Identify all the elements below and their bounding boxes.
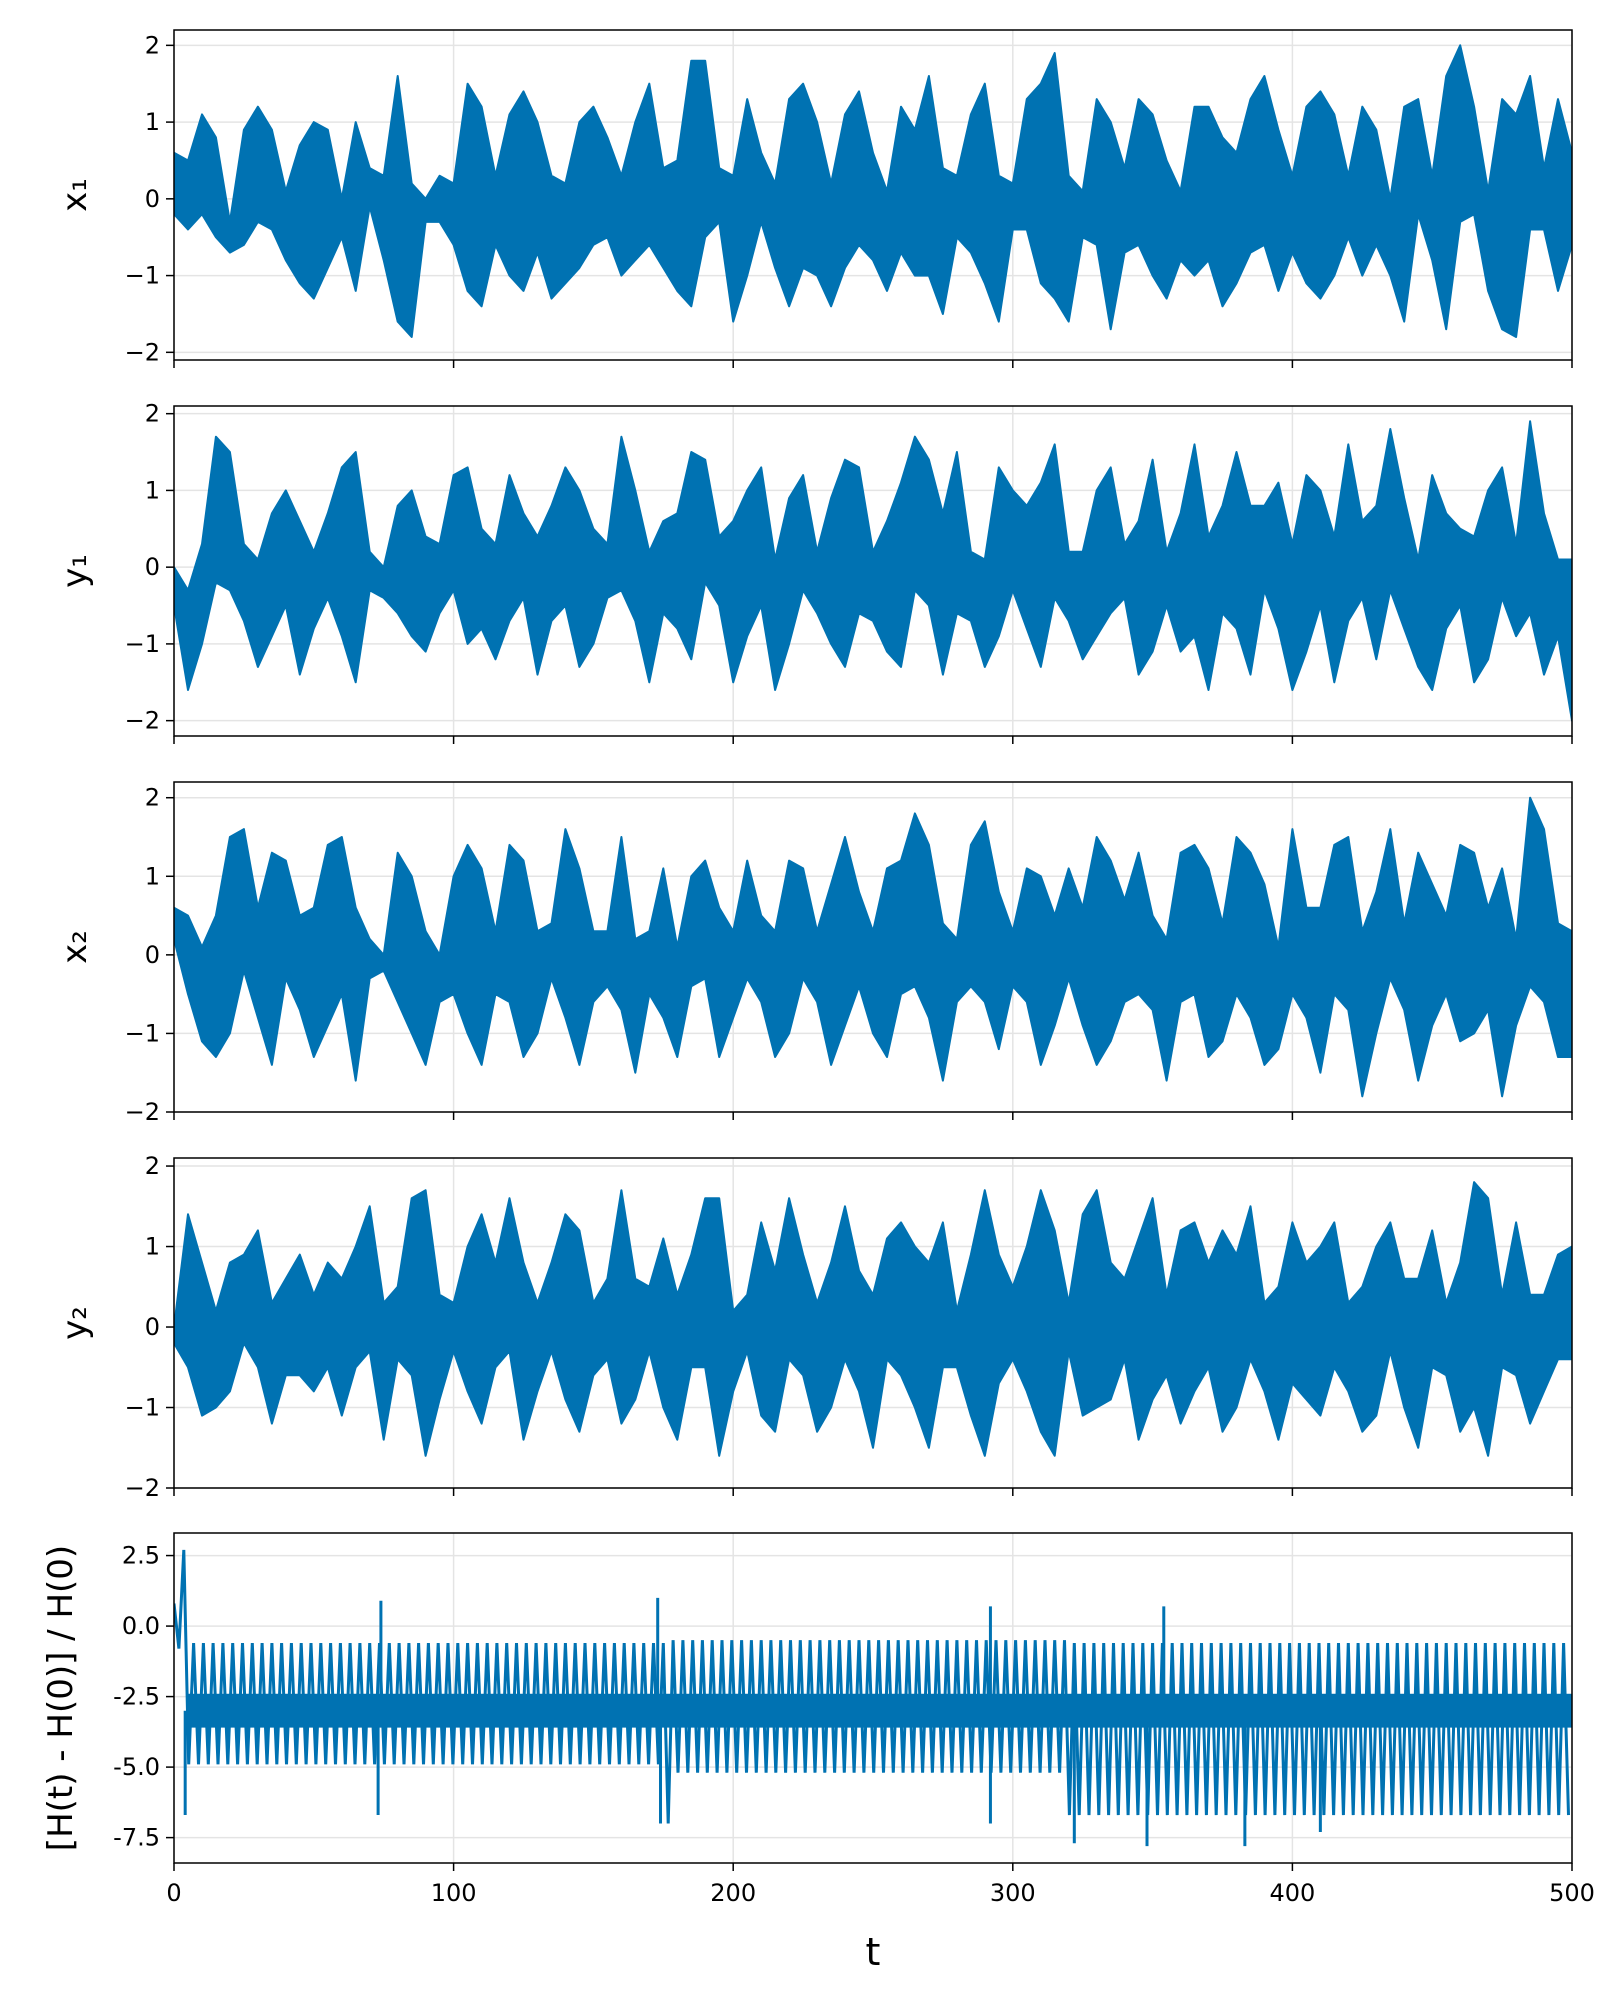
y-axis-label: x₁ xyxy=(55,178,95,212)
panel-5: 2.5 0.0 -2.5 -5.0 -7.50 100 200 300 400 500 [H(t) … xyxy=(41,1532,1595,1907)
x-tick-label: 200 xyxy=(710,1879,756,1907)
axes-frame xyxy=(173,1157,1573,1489)
y-tick-label: 1 xyxy=(145,108,160,136)
x-tick-label: 400 xyxy=(1269,1879,1315,1907)
y-tick-label: −1 xyxy=(125,1019,160,1047)
panel-3: −2 −1 0 1 2 x₂ xyxy=(55,781,1573,1126)
y-tick-label: 1 xyxy=(145,1233,160,1261)
y-tick-label: 2 xyxy=(145,784,160,812)
y-tick-label: 0 xyxy=(145,1313,160,1341)
series-band xyxy=(174,44,1572,338)
panel-1: −2 −1 0 1 2 x₁ xyxy=(55,29,1573,368)
series-band xyxy=(174,1181,1572,1457)
axes-frame xyxy=(173,405,1573,737)
y-tick-label: 2 xyxy=(145,1152,160,1180)
axes-frame xyxy=(173,29,1573,361)
x-tick-label: 0 xyxy=(166,1879,181,1907)
x-axis-title: t xyxy=(866,1930,881,1974)
y-axis-label: y₂ xyxy=(55,1306,95,1340)
x-tick-label: 300 xyxy=(990,1879,1036,1907)
y-tick-label: −2 xyxy=(125,1474,160,1502)
y-tick-label: −2 xyxy=(125,1098,160,1126)
series-core xyxy=(187,1693,1572,1728)
axes-frame xyxy=(173,781,1573,1113)
y-axis-label: [H(t) - H(0)] / H(0) xyxy=(41,1545,81,1851)
y-tick-label: -5.0 xyxy=(113,1753,160,1781)
y-tick-label: −1 xyxy=(125,630,160,658)
y-tick-label: -7.5 xyxy=(113,1824,160,1852)
y-tick-label: −1 xyxy=(125,262,160,290)
y-axis-label: x₂ xyxy=(55,930,95,964)
y-tick-label: 2 xyxy=(145,400,160,428)
y-tick-label: -2.5 xyxy=(113,1683,160,1711)
y-axis-label: y₁ xyxy=(55,554,95,588)
y-tick-label: 0 xyxy=(145,941,160,969)
x-tick-label: 500 xyxy=(1549,1879,1595,1907)
y-tick-label: −2 xyxy=(125,338,160,366)
series-band xyxy=(174,796,1572,1098)
panel-4: −2 −1 0 1 2 y₂ xyxy=(55,1152,1573,1502)
x-tick-label: 100 xyxy=(431,1879,477,1907)
series-line xyxy=(174,1549,1570,1824)
y-tick-label: 0.0 xyxy=(122,1612,160,1640)
y-tick-label: 1 xyxy=(145,862,160,890)
panel-2: −2 −1 0 1 2 y₁ xyxy=(55,400,1573,744)
y-tick-label: 2 xyxy=(145,31,160,59)
y-tick-label: 0 xyxy=(145,553,160,581)
y-tick-label: −2 xyxy=(125,707,160,735)
y-tick-label: −1 xyxy=(125,1394,160,1422)
y-tick-label: 1 xyxy=(145,476,160,504)
y-tick-label: 0 xyxy=(145,185,160,213)
y-tick-label: 2.5 xyxy=(122,1542,160,1570)
axes-frame xyxy=(173,1532,1573,1864)
series-band xyxy=(174,420,1572,722)
